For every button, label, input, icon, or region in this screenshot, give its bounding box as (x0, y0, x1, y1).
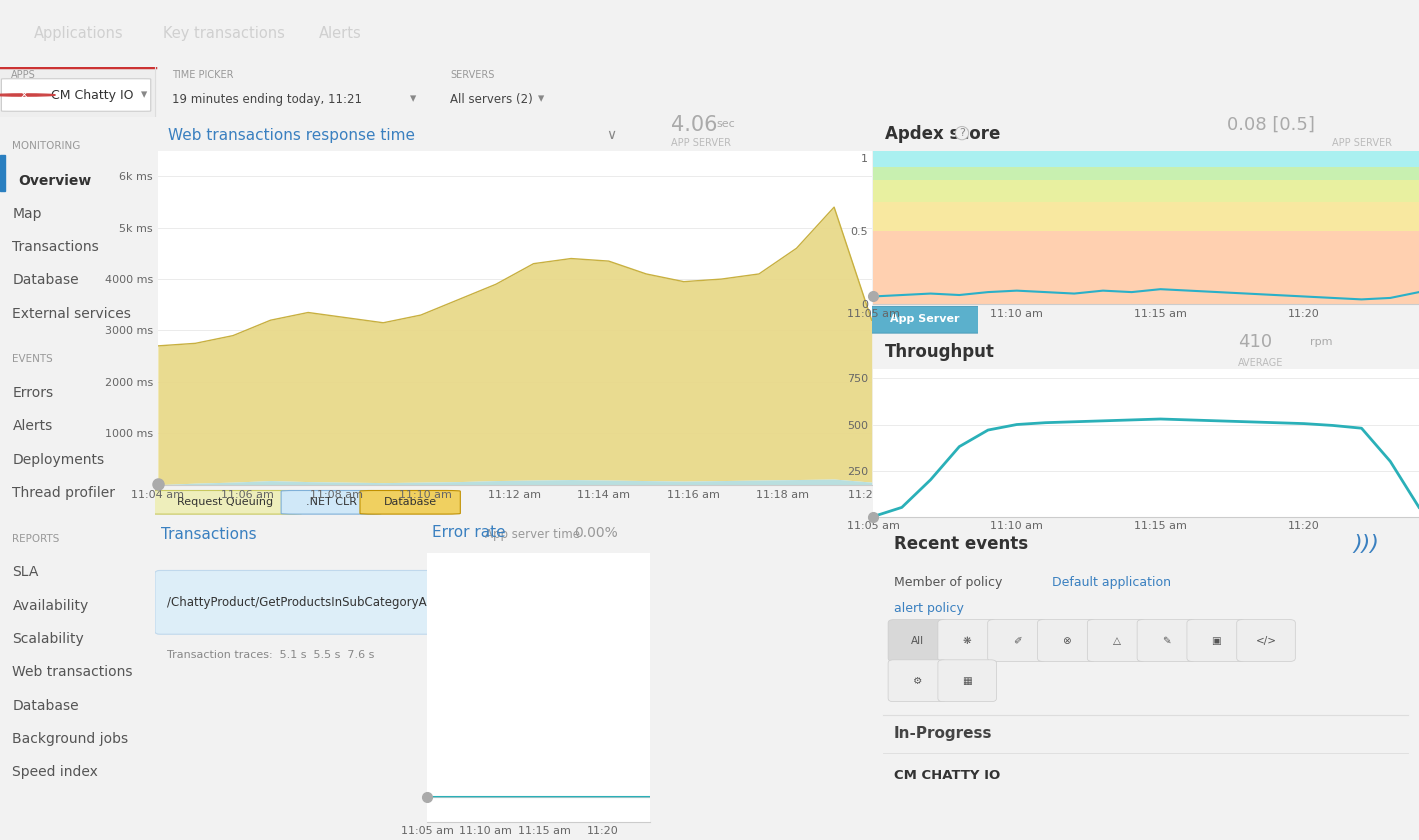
Text: ⚙: ⚙ (912, 675, 922, 685)
Text: All servers (2): All servers (2) (450, 92, 534, 106)
Text: CM Chatty IO: CM Chatty IO (51, 88, 133, 102)
FancyBboxPatch shape (888, 660, 946, 701)
Text: Errors: Errors (13, 386, 54, 400)
FancyBboxPatch shape (1037, 620, 1095, 661)
FancyBboxPatch shape (1, 79, 150, 111)
Text: 4.06 sec: 4.06 sec (514, 596, 563, 609)
Text: Transaction traces:  5.1 s  5.5 s  7.6 s: Transaction traces: 5.1 s 5.5 s 7.6 s (166, 649, 375, 659)
Text: AVERAGE: AVERAGE (1239, 358, 1284, 368)
FancyBboxPatch shape (1087, 620, 1147, 661)
Text: Web transactions response time: Web transactions response time (167, 128, 414, 143)
Text: Overview: Overview (18, 174, 92, 187)
Text: ▦: ▦ (962, 675, 972, 685)
Text: ❋: ❋ (964, 636, 972, 645)
FancyBboxPatch shape (360, 491, 460, 514)
Text: REPORTS: REPORTS (13, 533, 60, 543)
Text: SERVERS: SERVERS (450, 70, 495, 80)
FancyBboxPatch shape (1237, 620, 1296, 661)
Text: MONITORING: MONITORING (13, 141, 81, 151)
Text: Database: Database (13, 273, 79, 287)
Text: Error rate: Error rate (431, 525, 505, 540)
FancyBboxPatch shape (938, 620, 996, 661)
Text: Scalability: Scalability (13, 632, 84, 646)
Text: ))): ))) (1354, 534, 1379, 554)
Text: 0.00%: 0.00% (573, 526, 617, 539)
Text: Thread profiler: Thread profiler (13, 486, 115, 500)
FancyBboxPatch shape (148, 491, 302, 514)
FancyBboxPatch shape (1186, 620, 1246, 661)
Text: ⊗: ⊗ (1063, 636, 1071, 645)
Text: App Server: App Server (890, 314, 959, 324)
Text: EVENTS: EVENTS (13, 354, 53, 365)
Text: All: All (911, 636, 924, 645)
Text: ▾: ▾ (140, 88, 148, 102)
Text: .NET CLR: .NET CLR (307, 496, 356, 507)
FancyBboxPatch shape (988, 620, 1046, 661)
Text: ✐: ✐ (1013, 636, 1022, 645)
Text: Availability: Availability (13, 599, 88, 612)
Text: Request Queuing: Request Queuing (177, 496, 272, 507)
Text: Default application: Default application (1053, 576, 1171, 589)
Text: Database: Database (383, 496, 437, 507)
Text: rpm: rpm (1310, 337, 1332, 347)
Text: </>: </> (1256, 636, 1277, 645)
Text: In-Progress: In-Progress (894, 727, 992, 742)
Text: Database: Database (13, 699, 79, 712)
Text: sec: sec (717, 118, 735, 129)
Text: ×: × (20, 90, 28, 100)
Text: 0.08 [0.5]: 0.08 [0.5] (1227, 115, 1315, 134)
Text: Key transactions: Key transactions (163, 26, 285, 41)
Text: /ChattyProduct/GetProductsInSubCategoryAs: /ChattyProduct/GetProductsInSubCategoryA… (166, 596, 433, 609)
FancyBboxPatch shape (938, 660, 996, 701)
Text: alert policy: alert policy (894, 601, 964, 615)
FancyBboxPatch shape (888, 620, 946, 661)
Bar (0, 67, 155, 117)
Text: Alerts: Alerts (13, 419, 53, 433)
Text: CM CHATTY IO: CM CHATTY IO (894, 769, 1000, 782)
Text: ?: ? (959, 129, 965, 138)
Text: Map: Map (13, 207, 43, 221)
Text: Web transactions: Web transactions (13, 665, 133, 680)
Text: Applications: Applications (34, 26, 123, 41)
FancyBboxPatch shape (1137, 620, 1196, 661)
Text: APPS: APPS (11, 70, 35, 80)
Text: App server time: App server time (485, 528, 580, 541)
Text: 19 minutes ending today, 11:21: 19 minutes ending today, 11:21 (172, 92, 362, 106)
Text: Deployments: Deployments (13, 453, 105, 467)
Text: 4.06: 4.06 (671, 115, 718, 135)
Text: Alerts: Alerts (319, 26, 362, 41)
Text: SLA: SLA (13, 565, 38, 580)
Text: Background jobs: Background jobs (13, 732, 129, 746)
Text: Transactions: Transactions (162, 527, 257, 542)
FancyBboxPatch shape (155, 570, 622, 634)
Text: Apdex score: Apdex score (885, 125, 1000, 143)
Circle shape (0, 94, 55, 96)
Text: ▾: ▾ (410, 92, 417, 106)
Text: ✎: ✎ (1162, 636, 1171, 645)
Bar (0, 155, 6, 192)
Text: APP SERVER: APP SERVER (671, 139, 731, 148)
Text: Speed index: Speed index (13, 765, 98, 779)
Text: APP SERVER: APP SERVER (1331, 139, 1392, 148)
Text: ▣: ▣ (1212, 636, 1222, 645)
Text: Recent events: Recent events (894, 535, 1027, 553)
Text: External services: External services (13, 307, 132, 321)
Text: Transactions: Transactions (13, 240, 99, 255)
Text: TIME PICKER: TIME PICKER (172, 70, 234, 80)
Text: △: △ (1112, 636, 1121, 645)
Text: Member of policy: Member of policy (894, 576, 1006, 589)
Text: ▾: ▾ (538, 92, 545, 106)
FancyBboxPatch shape (281, 491, 382, 514)
Text: Throughput: Throughput (885, 344, 995, 361)
FancyBboxPatch shape (871, 307, 979, 333)
Text: 410: 410 (1239, 333, 1273, 351)
Text: ∨: ∨ (606, 129, 617, 143)
